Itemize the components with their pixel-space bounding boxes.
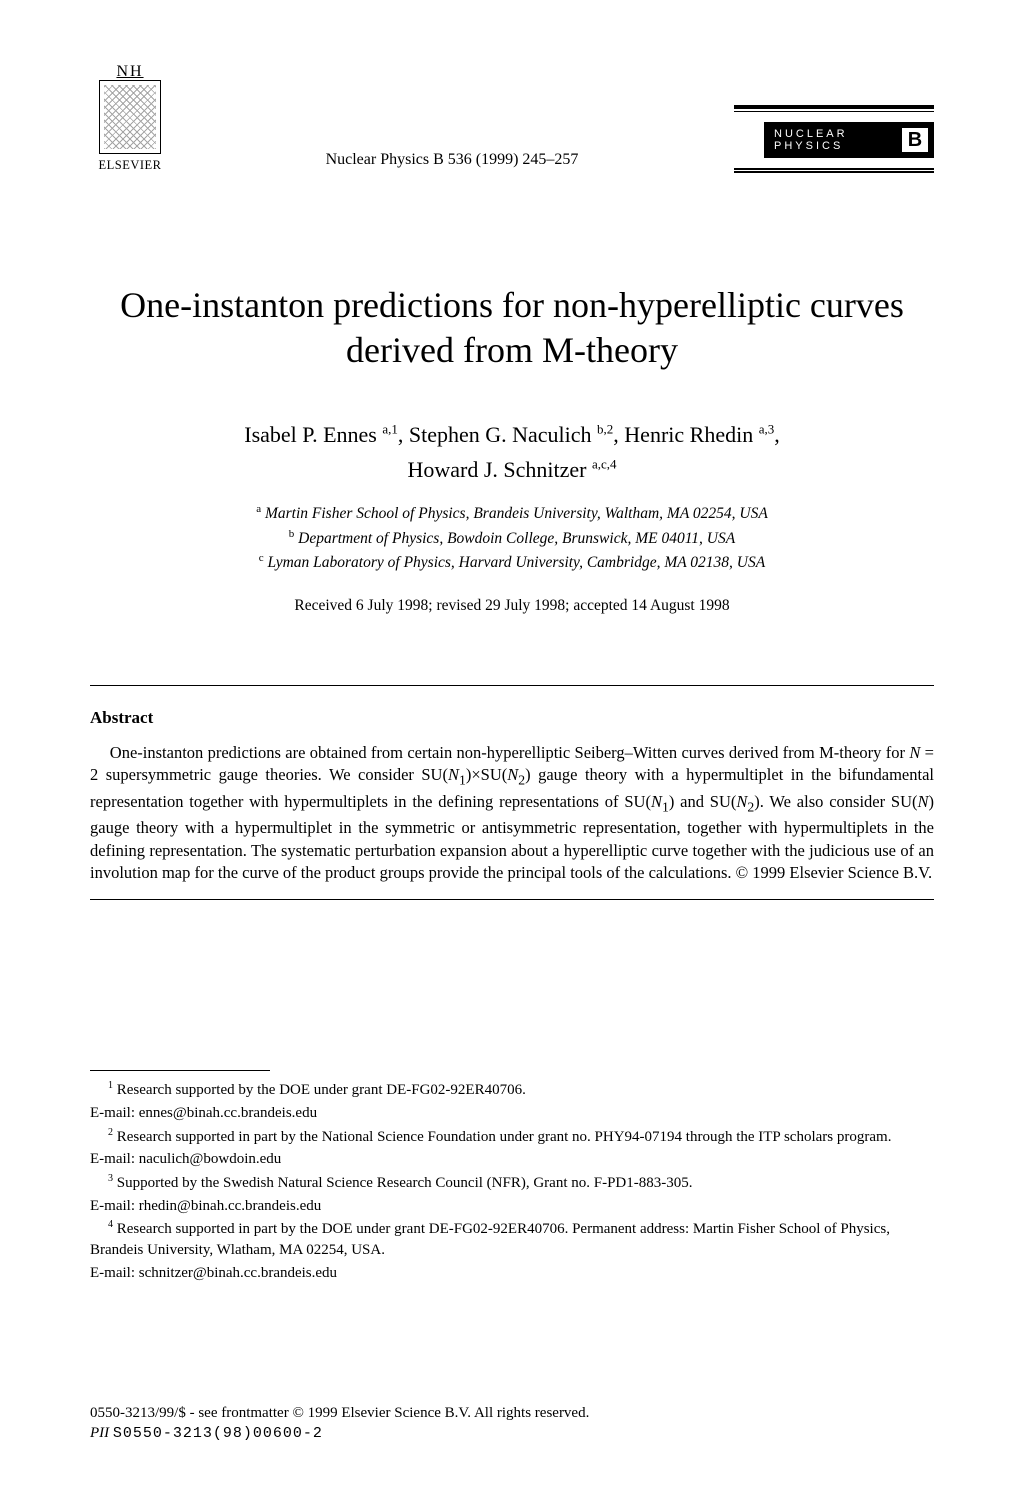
- affiliation-b: Department of Physics, Bowdoin College, …: [298, 530, 735, 547]
- footnote-email-1: E-mail: ennes@binah.cc.brandeis.edu: [90, 1103, 934, 1124]
- footnote-email-3: E-mail: rhedin@binah.cc.brandeis.edu: [90, 1196, 934, 1217]
- elsevier-tree-icon: [99, 80, 161, 154]
- journal-logo-letter: B: [902, 128, 928, 152]
- abstract-body: One-instanton predictions are obtained f…: [90, 742, 934, 886]
- journal-logo-line2: PHYSICS: [774, 140, 848, 152]
- rule-below-abstract: [90, 899, 934, 900]
- footnote-4: Research supported in part by the DOE un…: [90, 1221, 890, 1258]
- journal-logo: NUCLEAR PHYSICS B: [734, 105, 934, 173]
- footnotes: 1 Research supported by the DOE under gr…: [90, 1079, 934, 1283]
- pii-code: S0550-3213(98)00600-2: [113, 1425, 323, 1442]
- publisher-name: ELSEVIER: [98, 158, 161, 173]
- footnote-2: Research supported in part by the Nation…: [117, 1129, 892, 1145]
- footnotes-separator: [90, 1070, 270, 1071]
- copyright-line: 0550-3213/99/$ - see frontmatter © 1999 …: [90, 1403, 934, 1423]
- affiliation-a: Martin Fisher School of Physics, Brandei…: [265, 506, 768, 523]
- journal-reference: Nuclear Physics B 536 (1999) 245–257: [170, 151, 734, 173]
- received-line: Received 6 July 1998; revised 29 July 19…: [90, 597, 934, 615]
- page-header: ELSEVIER Nuclear Physics B 536 (1999) 24…: [90, 80, 934, 173]
- journal-logo-line1: NUCLEAR: [774, 128, 848, 140]
- publisher-block: ELSEVIER: [90, 80, 170, 173]
- footnote-email-4: E-mail: schnitzer@binah.cc.brandeis.edu: [90, 1263, 934, 1284]
- pii-label: PII: [90, 1425, 109, 1441]
- authors-line: Isabel P. Ennes a,1, Stephen G. Naculich…: [90, 417, 934, 487]
- affiliations: a Martin Fisher School of Physics, Brand…: [90, 501, 934, 574]
- bottom-matter: 0550-3213/99/$ - see frontmatter © 1999 …: [90, 1403, 934, 1445]
- rule-above-abstract: [90, 685, 934, 686]
- abstract-heading: Abstract: [90, 708, 934, 728]
- paper-title: One-instanton predictions for non-hypere…: [90, 283, 934, 373]
- affiliation-c: Lyman Laboratory of Physics, Harvard Uni…: [268, 554, 766, 571]
- footnote-1: Research supported by the DOE under gran…: [117, 1082, 526, 1098]
- footnote-email-2: E-mail: naculich@bowdoin.edu: [90, 1149, 934, 1170]
- footnote-3: Supported by the Swedish Natural Science…: [117, 1175, 693, 1191]
